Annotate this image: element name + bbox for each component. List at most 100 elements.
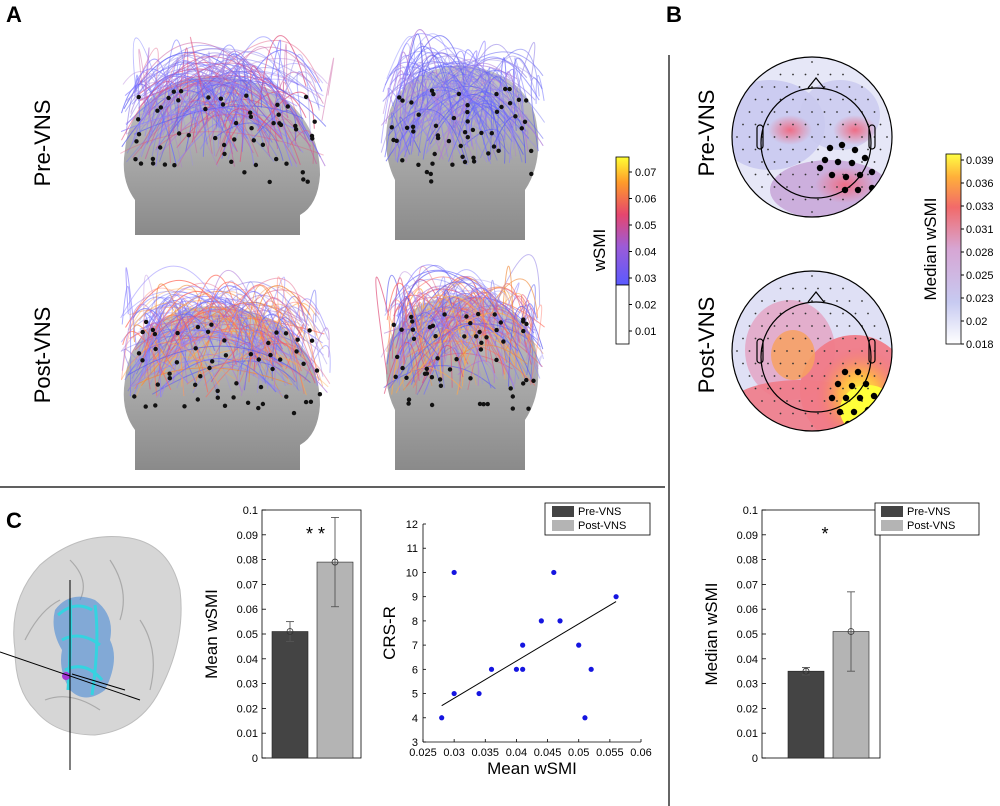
electrode-dot xyxy=(260,142,266,147)
connectivity-arc xyxy=(502,265,515,334)
topo-electrode xyxy=(836,111,838,113)
connectivity-arc xyxy=(429,292,527,373)
topo-electrode xyxy=(761,300,763,302)
electrode-dot xyxy=(450,162,455,167)
connectivity-arc xyxy=(172,298,269,385)
electrode-dot xyxy=(193,382,198,387)
electrode-dot xyxy=(464,314,469,319)
electrode-dot xyxy=(283,331,289,336)
topo-electrode xyxy=(811,186,813,188)
topo-electrode xyxy=(817,98,819,101)
electrode-dot xyxy=(274,330,279,335)
colorbar-b: Median wSMI 0.039 0.036 0.033 0.031 0.028 0.0… xyxy=(921,153,994,351)
electrode-dot xyxy=(416,162,421,167)
significance-marker: * * xyxy=(306,524,325,544)
significant-electrode xyxy=(841,368,849,376)
connectivity-arc xyxy=(216,315,221,366)
topo-electrode xyxy=(767,362,769,365)
electrode-dot xyxy=(462,334,467,339)
connectivity-arc xyxy=(143,73,248,139)
electrode-dot xyxy=(424,366,429,371)
median-wsmi-bar-chart: 0 0.01 0.02 0.03 0.04 0.05 0.06 0.07 0.08 0.09 0.1… xyxy=(702,505,881,765)
electrode-dot xyxy=(501,339,506,344)
connectivity-arc xyxy=(133,105,304,135)
connectivity-arc xyxy=(430,59,541,84)
electrode-dot xyxy=(317,392,323,397)
connectivity-arc xyxy=(395,302,529,374)
topo-electrode xyxy=(829,123,832,126)
connectivity-arc xyxy=(128,334,328,393)
electrode-dot xyxy=(153,403,158,408)
significant-electrode xyxy=(816,164,824,172)
connectivity-arc xyxy=(406,111,431,141)
electrode-dot xyxy=(215,395,220,400)
electrode-dot xyxy=(430,323,436,328)
y-tick-label: 5 xyxy=(412,689,418,701)
electrode-dot xyxy=(133,157,138,162)
electrode-dot xyxy=(447,367,453,372)
mean-wsmi-bar-chart: 0 0.01 0.02 0.03 0.04 0.05 0.06 0.07 0.08 0.09 0.1… xyxy=(202,505,362,765)
topo-electrode xyxy=(786,375,788,377)
connectivity-arc xyxy=(138,62,251,109)
electrode-dot xyxy=(176,98,181,103)
legend-chart3-pre-swatch xyxy=(881,506,903,517)
electrode-dot xyxy=(256,357,261,362)
connectivity-arc xyxy=(417,315,499,361)
panel-label-a: A xyxy=(6,2,22,27)
connectivity-arc xyxy=(259,35,307,101)
connectivity-arc xyxy=(133,68,200,127)
topo-electrode xyxy=(829,387,832,390)
electrode-dot xyxy=(166,95,171,101)
topo-electrode xyxy=(779,337,782,340)
topo-electrode xyxy=(773,350,776,352)
topo-electrode xyxy=(861,86,863,88)
topo-electrode xyxy=(873,375,876,377)
connectivity-arc xyxy=(185,81,218,152)
connectivity-arc xyxy=(514,57,528,103)
connectivity-arc xyxy=(418,291,501,373)
topo-electrode xyxy=(842,387,844,390)
topo-electrode xyxy=(823,325,826,327)
significant-electrode xyxy=(861,154,869,162)
electrode-dot xyxy=(479,130,484,136)
topo-electrode xyxy=(773,400,776,402)
topo-electrode xyxy=(736,350,738,352)
topo-electrode xyxy=(836,400,838,402)
electrode-dot xyxy=(494,327,499,333)
y-tick-label: 6 xyxy=(412,664,418,676)
scatter-point xyxy=(588,666,594,672)
connectivity-arc xyxy=(122,331,172,391)
connectivity-arc xyxy=(393,72,423,157)
colorbar-a-tick-label: 0.03 xyxy=(635,273,656,285)
topo-electrode xyxy=(842,198,844,201)
topo-electrode xyxy=(748,161,751,163)
topo-electrode xyxy=(792,198,794,201)
connectivity-arc xyxy=(389,328,440,357)
colorbar-b-label: Median wSMI xyxy=(921,198,940,301)
topo-electrode xyxy=(848,350,851,352)
electrode-dot xyxy=(481,402,486,407)
colorbar-a-tick-label: 0.04 xyxy=(635,247,656,259)
y-tick-label: 0.02 xyxy=(237,703,258,715)
electrode-dot xyxy=(171,89,176,94)
topo-electrode xyxy=(829,73,832,76)
topo-electrode xyxy=(767,148,769,151)
topo-electrode xyxy=(742,123,744,126)
electrode-dot xyxy=(395,354,400,360)
electrode-dot xyxy=(476,311,481,317)
y-tick-label: 0.04 xyxy=(237,654,258,666)
connectivity-arc xyxy=(411,86,501,126)
connectivity-arc xyxy=(382,65,418,126)
y-tick-label: 3 xyxy=(412,737,418,749)
electrode-dot xyxy=(284,161,289,166)
significant-electrode xyxy=(886,194,892,202)
connectivity-arc xyxy=(392,110,439,142)
significant-electrode xyxy=(868,168,876,176)
topomap-pre xyxy=(731,56,893,218)
connectivity-arc xyxy=(383,342,420,394)
y-tick-label: 9 xyxy=(412,592,418,604)
connectivity-arc xyxy=(254,326,319,386)
electrode-dot xyxy=(158,145,163,150)
y-tick-label: 0.1 xyxy=(743,505,758,517)
electrode-dot xyxy=(400,98,405,103)
